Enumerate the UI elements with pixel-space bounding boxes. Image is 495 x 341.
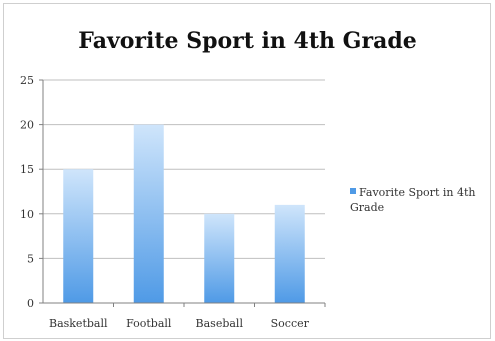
y-tick-label: 5 bbox=[27, 252, 34, 265]
y-tick-label: 10 bbox=[20, 208, 34, 221]
y-tick-label: 15 bbox=[20, 163, 34, 176]
bar-soccer bbox=[274, 204, 305, 303]
x-category-label: Football bbox=[126, 317, 172, 330]
y-tick-label: 20 bbox=[20, 119, 34, 132]
x-category-label: Basketball bbox=[49, 317, 108, 330]
bar-baseball bbox=[204, 213, 235, 303]
x-category-label: Soccer bbox=[271, 317, 310, 330]
axis-labels: 0 5 10 15 20 25 Basketball Football Baseball Socc… bbox=[20, 74, 310, 330]
x-category-label: Baseball bbox=[196, 317, 244, 330]
legend: Favorite Sport in 4th Grade bbox=[350, 185, 490, 215]
chart-title: Favorite Sport in 4th Grade bbox=[78, 28, 417, 54]
legend-label: Favorite Sport in 4th Grade bbox=[350, 186, 476, 214]
y-tick-label: 25 bbox=[20, 74, 34, 87]
bar-football bbox=[133, 124, 164, 303]
axes bbox=[39, 79, 326, 307]
bar-basketball bbox=[63, 169, 94, 303]
y-tick-label: 0 bbox=[27, 297, 34, 310]
legend-swatch bbox=[350, 188, 356, 194]
bars bbox=[63, 124, 305, 303]
